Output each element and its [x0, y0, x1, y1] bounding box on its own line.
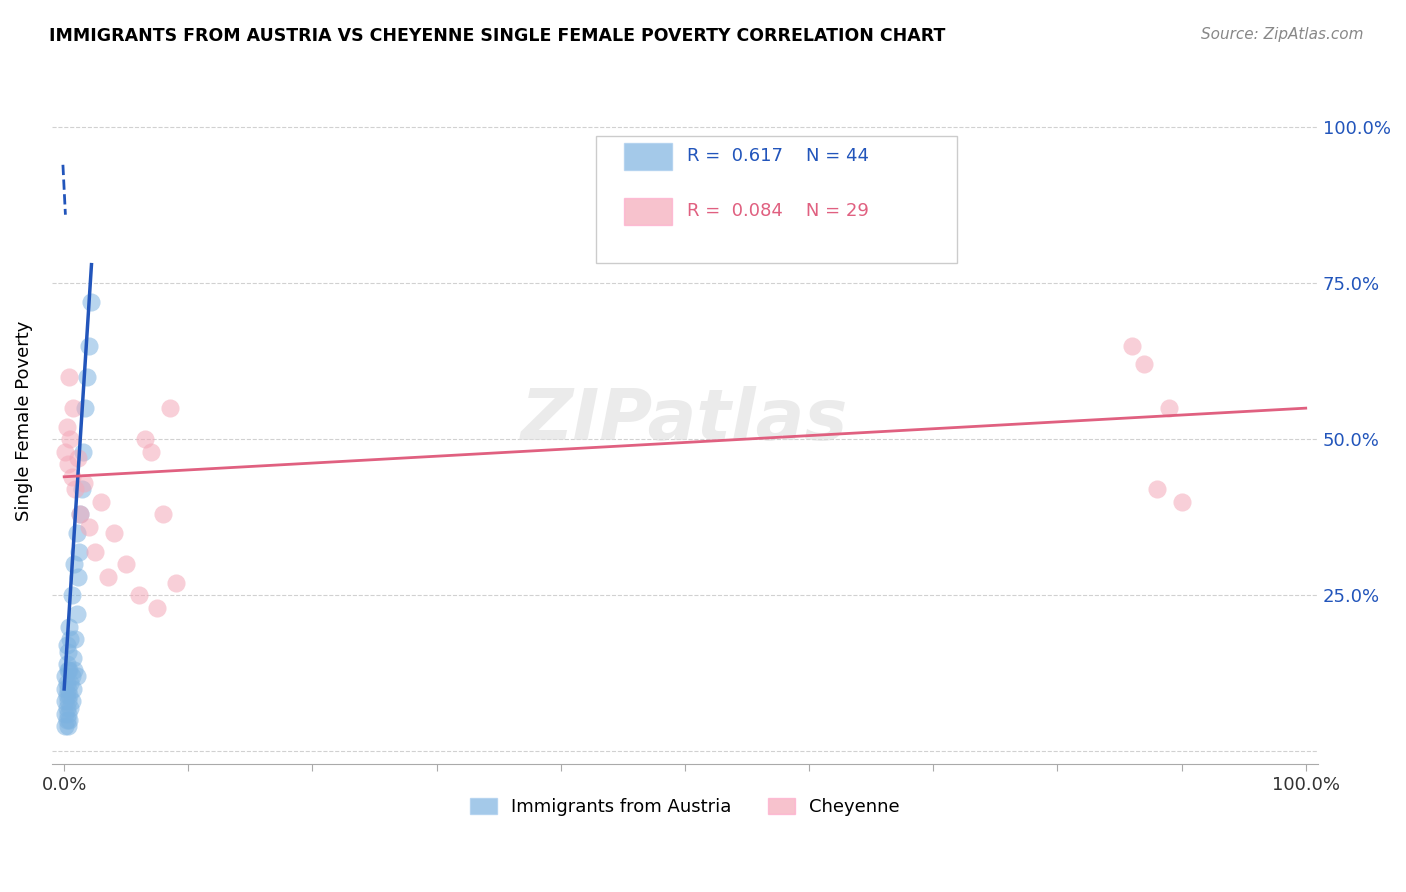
Point	[70, 483, 93, 497]
Point	[139, 445, 162, 459]
Point	[56, 458, 79, 472]
Bar	[624, 143, 672, 170]
Point	[55, 638, 77, 652]
Point	[1170, 494, 1192, 508]
Point	[69, 507, 91, 521]
Point	[55, 681, 77, 696]
Point	[55, 706, 77, 721]
Point	[90, 494, 112, 508]
Point	[62, 650, 84, 665]
Point	[77, 339, 100, 353]
Point	[115, 557, 138, 571]
Point	[55, 445, 77, 459]
Point	[65, 525, 87, 540]
Point	[56, 644, 79, 658]
Point	[75, 401, 97, 416]
Point	[56, 694, 79, 708]
Point	[128, 588, 150, 602]
Point	[58, 663, 80, 677]
Point	[146, 600, 169, 615]
Point	[159, 401, 181, 416]
Text: R =  0.084    N = 29: R = 0.084 N = 29	[688, 202, 869, 219]
Point	[67, 544, 90, 558]
Point	[152, 507, 174, 521]
Point	[59, 675, 82, 690]
Text: ZIPatlas: ZIPatlas	[522, 386, 849, 455]
Point	[165, 575, 187, 590]
Point	[1146, 483, 1168, 497]
Point	[1159, 401, 1181, 416]
Point	[55, 713, 77, 727]
Point	[1121, 339, 1143, 353]
Point	[97, 569, 120, 583]
Point	[69, 507, 91, 521]
Point	[103, 525, 125, 540]
Point	[55, 719, 77, 733]
FancyBboxPatch shape	[596, 136, 957, 263]
Point	[84, 544, 107, 558]
Point	[76, 370, 98, 384]
Point	[58, 713, 80, 727]
Point	[60, 694, 83, 708]
Point	[134, 433, 156, 447]
Point	[60, 470, 83, 484]
Point	[65, 483, 87, 497]
Point	[59, 632, 82, 646]
Point	[62, 681, 84, 696]
Point	[59, 700, 82, 714]
Point	[59, 433, 82, 447]
Point	[60, 588, 83, 602]
Point	[58, 688, 80, 702]
Point	[63, 663, 86, 677]
Text: R =  0.617    N = 44: R = 0.617 N = 44	[688, 146, 869, 165]
Point	[55, 688, 77, 702]
Legend: Immigrants from Austria, Cheyenne: Immigrants from Austria, Cheyenne	[463, 790, 907, 823]
Point	[58, 619, 80, 633]
Point	[72, 445, 94, 459]
Point	[60, 669, 83, 683]
Point	[58, 370, 80, 384]
Point	[55, 420, 77, 434]
Point	[56, 663, 79, 677]
Point	[65, 632, 87, 646]
Point	[66, 569, 89, 583]
Point	[55, 657, 77, 671]
Point	[73, 476, 96, 491]
Point	[80, 295, 103, 310]
Point	[56, 706, 79, 721]
Point	[55, 669, 77, 683]
Text: IMMIGRANTS FROM AUSTRIA VS CHEYENNE SINGLE FEMALE POVERTY CORRELATION CHART: IMMIGRANTS FROM AUSTRIA VS CHEYENNE SING…	[49, 27, 946, 45]
Point	[65, 607, 87, 621]
Point	[55, 700, 77, 714]
Point	[1133, 358, 1156, 372]
Bar	[624, 197, 672, 225]
Y-axis label: Single Female Poverty: Single Female Poverty	[15, 320, 32, 521]
Point	[65, 669, 87, 683]
Point	[62, 401, 84, 416]
Point	[55, 694, 77, 708]
Text: Source: ZipAtlas.com: Source: ZipAtlas.com	[1201, 27, 1364, 42]
Point	[56, 719, 79, 733]
Point	[77, 519, 100, 533]
Point	[66, 451, 89, 466]
Point	[55, 675, 77, 690]
Point	[63, 557, 86, 571]
Point	[56, 681, 79, 696]
